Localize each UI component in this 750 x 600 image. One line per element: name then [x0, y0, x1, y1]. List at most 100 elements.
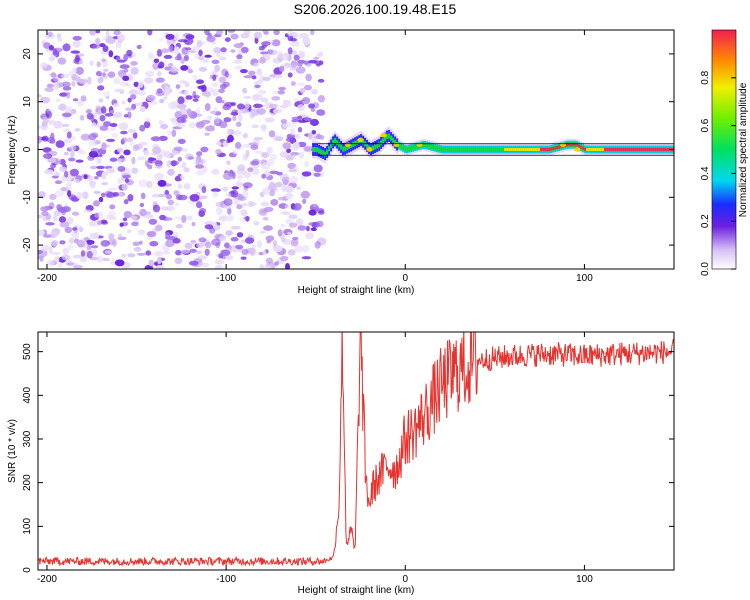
noise-blob — [115, 40, 122, 49]
noise-blob — [118, 122, 129, 131]
ridge-core — [660, 148, 663, 151]
noise-blob — [62, 86, 72, 91]
noise-blob — [291, 119, 299, 123]
noise-blob — [180, 58, 185, 64]
noise-blob — [101, 182, 109, 186]
noise-blob — [145, 250, 152, 256]
noise-blob — [297, 126, 303, 133]
noise-blob — [263, 31, 269, 35]
noise-blob — [104, 113, 114, 117]
noise-blob — [292, 142, 300, 150]
noise-blob — [54, 157, 61, 165]
noise-blob — [281, 211, 291, 215]
noise-blob — [236, 204, 243, 210]
noise-blob — [243, 75, 253, 79]
ridge-mid — [394, 139, 397, 145]
ridge-core — [574, 143, 577, 147]
noise-blob — [75, 66, 84, 75]
noise-blob — [154, 265, 165, 269]
noise-blob — [227, 30, 236, 33]
noise-blob — [185, 215, 193, 221]
noise-blob — [303, 117, 312, 122]
noise-blob — [63, 151, 69, 156]
noise-blob — [308, 209, 317, 216]
noise-blob — [218, 215, 228, 222]
noise-blob — [268, 130, 276, 138]
noise-blob — [65, 183, 72, 191]
ridge-hotspot — [366, 147, 373, 152]
noise-blob — [293, 54, 300, 61]
noise-blob — [237, 164, 246, 172]
ridge-core — [600, 148, 603, 151]
noise-blob — [300, 175, 307, 181]
ridge-mid — [386, 134, 389, 139]
noise-blob — [61, 123, 70, 127]
noise-blob — [266, 146, 274, 154]
noise-blob — [167, 168, 175, 176]
ridge-core — [566, 143, 569, 147]
noise-blob — [101, 58, 106, 62]
noise-blob — [107, 216, 118, 220]
noise-blob — [117, 33, 125, 42]
noise-blob — [178, 80, 188, 84]
noise-blob — [160, 123, 169, 130]
noise-blob — [164, 85, 170, 92]
noise-blob — [282, 179, 289, 186]
noise-blob — [143, 120, 151, 129]
noise-blob — [302, 37, 311, 45]
ridge-core — [514, 148, 517, 151]
ridge-core — [530, 148, 533, 151]
y-tick-label: 10 — [22, 96, 33, 108]
noise-blob — [105, 168, 116, 174]
noise-blob — [49, 56, 55, 62]
noise-blob — [198, 49, 203, 57]
noise-blob — [130, 67, 139, 75]
noise-blob — [129, 142, 134, 146]
noise-blob — [101, 72, 107, 77]
spectrogram-ridge — [312, 127, 674, 163]
noise-blob — [130, 61, 138, 66]
noise-blob — [113, 103, 120, 107]
noise-blob — [63, 170, 69, 178]
noise-blob — [273, 30, 280, 36]
noise-blob — [38, 249, 43, 255]
colorbar-tick-label: 0.4 — [700, 166, 711, 180]
noise-blob — [219, 235, 227, 242]
noise-blob — [98, 196, 104, 203]
noise-blob — [49, 193, 57, 200]
ridge-core — [542, 148, 545, 151]
y-tick-label: 500 — [22, 343, 33, 360]
noise-blob — [313, 164, 323, 173]
ridge-core — [626, 148, 629, 151]
ridge-mid — [440, 146, 443, 152]
noise-blob — [59, 92, 68, 97]
noise-blob — [201, 186, 207, 194]
noise-blob — [57, 37, 63, 43]
noise-blob — [269, 153, 278, 161]
noise-blob — [299, 87, 306, 94]
noise-blob — [318, 210, 325, 215]
noise-blob — [285, 137, 296, 143]
noise-blob — [70, 150, 75, 158]
noise-blob — [62, 43, 71, 52]
noise-blob — [285, 100, 292, 107]
ridge-core — [508, 148, 511, 151]
noise-blob — [144, 214, 154, 219]
ridge-mid — [434, 145, 437, 151]
noise-blob — [173, 146, 183, 152]
noise-blob — [113, 77, 121, 85]
noise-blob — [78, 241, 86, 245]
noise-blob — [75, 76, 81, 83]
noise-blob — [248, 70, 256, 76]
ridge-mid — [408, 146, 411, 152]
noise-blob — [73, 264, 83, 269]
noise-blob — [41, 120, 48, 127]
ridge-mid — [412, 145, 415, 151]
noise-blob — [159, 214, 166, 221]
noise-blob — [179, 107, 188, 115]
noise-blob — [288, 168, 297, 173]
noise-blob — [99, 114, 106, 122]
noise-blob — [177, 96, 185, 105]
noise-blob — [293, 133, 300, 139]
noise-blob — [285, 154, 294, 161]
